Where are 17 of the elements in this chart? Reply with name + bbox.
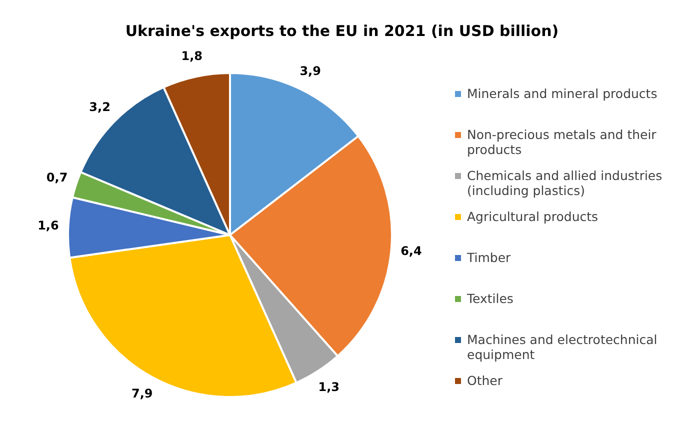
data-label: 0,7 [46,170,68,184]
legend-label: Other [467,373,502,388]
chart-title: Ukraine's exports to the EU in 2021 (in USD billion) [124,22,560,40]
legend-label: Agricultural products [467,209,598,224]
legend-label: Textiles [467,291,514,306]
data-label: 1,8 [181,49,203,64]
data-label: 3,2 [89,100,110,114]
data-label: 6,4 [400,244,422,258]
data-label: 7,9 [131,386,153,400]
data-label: 1,3 [318,380,340,394]
legend-label: Chemicals and allied industries (including plastics) [467,168,664,198]
legend-label: Timber [467,250,511,265]
data-label: 3,9 [300,64,321,78]
legend-label: Minerals and mineral products [467,86,658,101]
legend-label: Non-precious metals and their products [467,127,658,157]
legend-label: Machines and electrotechnical equipment [467,332,658,362]
data-label: 1,6 [38,218,59,233]
